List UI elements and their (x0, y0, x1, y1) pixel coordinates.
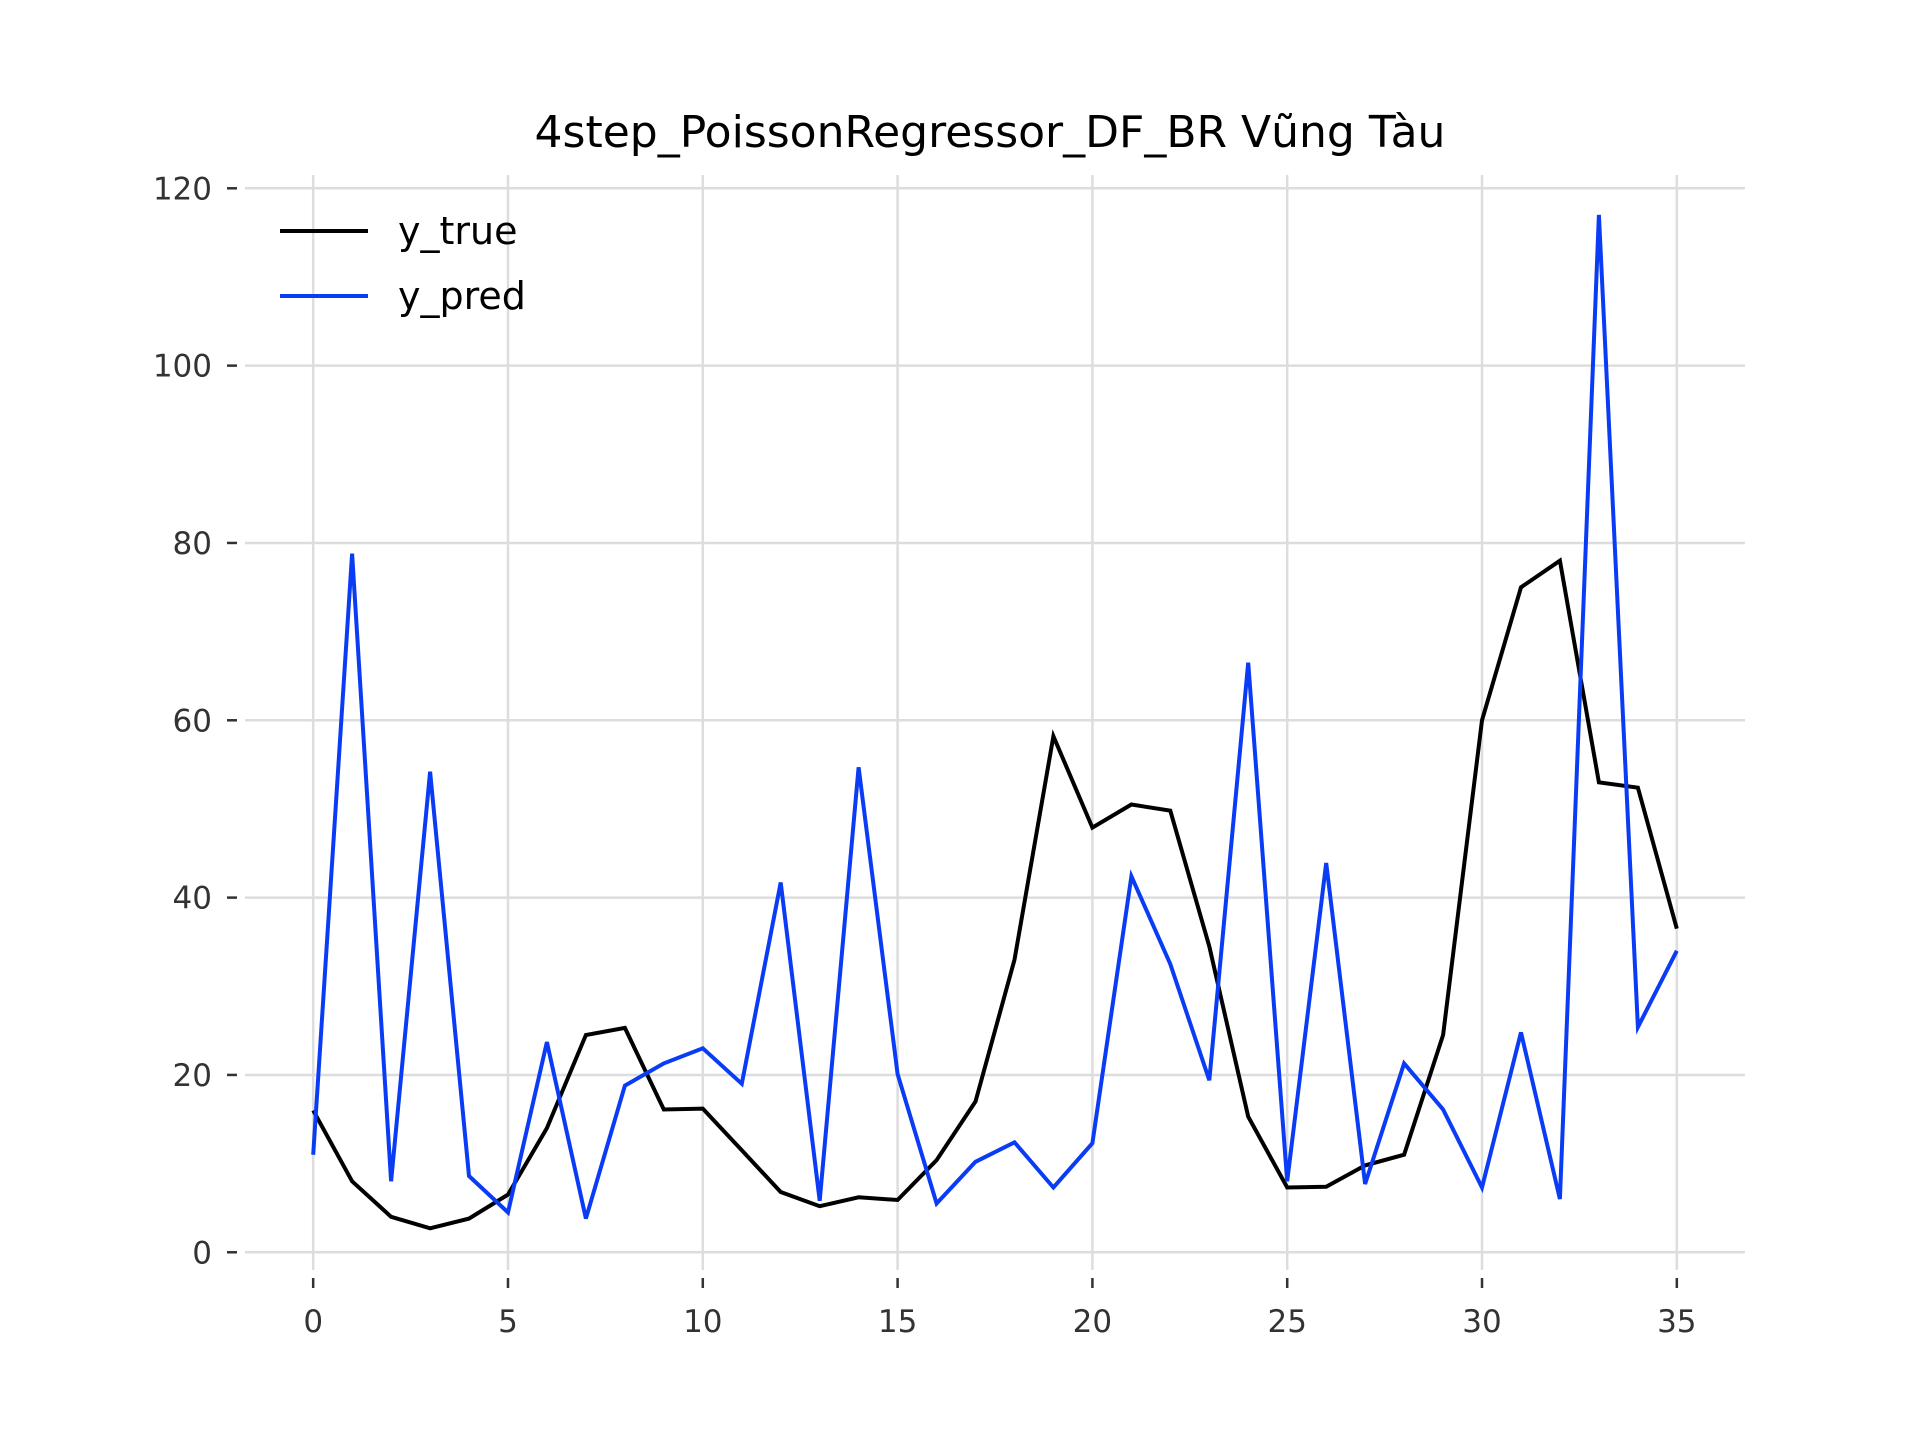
series-layer (311, 214, 1679, 1231)
axes: 0 5 10 15 20 25 30 35 0 20 40 60 80 100 120 (153, 171, 1697, 1340)
x-tick-label-30: 30 (1462, 1304, 1501, 1340)
y-tick-label-100: 100 (153, 349, 212, 385)
x-tick-label-25: 25 (1267, 1304, 1306, 1340)
y-tick-label-80: 80 (173, 526, 212, 562)
x-tick-label-20: 20 (1073, 1304, 1112, 1340)
legend-label-y-pred: y_pred (398, 274, 526, 318)
legend: y_true y_pred (280, 209, 526, 318)
legend-label-y-true: y_true (398, 209, 517, 253)
chart-title: 4step_PoissonRegressor_DF_BR Vũng Tàu (535, 107, 1446, 158)
y-tick-label-20: 20 (173, 1058, 212, 1094)
x-tick-label-15: 15 (878, 1304, 917, 1340)
y-tick-label-120: 120 (153, 171, 212, 207)
x-tick-label-5: 5 (498, 1304, 518, 1340)
x-tick-label-10: 10 (683, 1304, 722, 1340)
series-line-y-pred (311, 214, 1679, 1220)
grid (245, 175, 1745, 1270)
x-tick-label-35: 35 (1657, 1304, 1696, 1340)
x-tick-label-0: 0 (303, 1304, 323, 1340)
y-tick-label-0: 0 (192, 1235, 212, 1271)
y-tick-label-40: 40 (173, 881, 212, 917)
series-line-y-true (311, 557, 1679, 1231)
y-tick-label-60: 60 (173, 703, 212, 739)
